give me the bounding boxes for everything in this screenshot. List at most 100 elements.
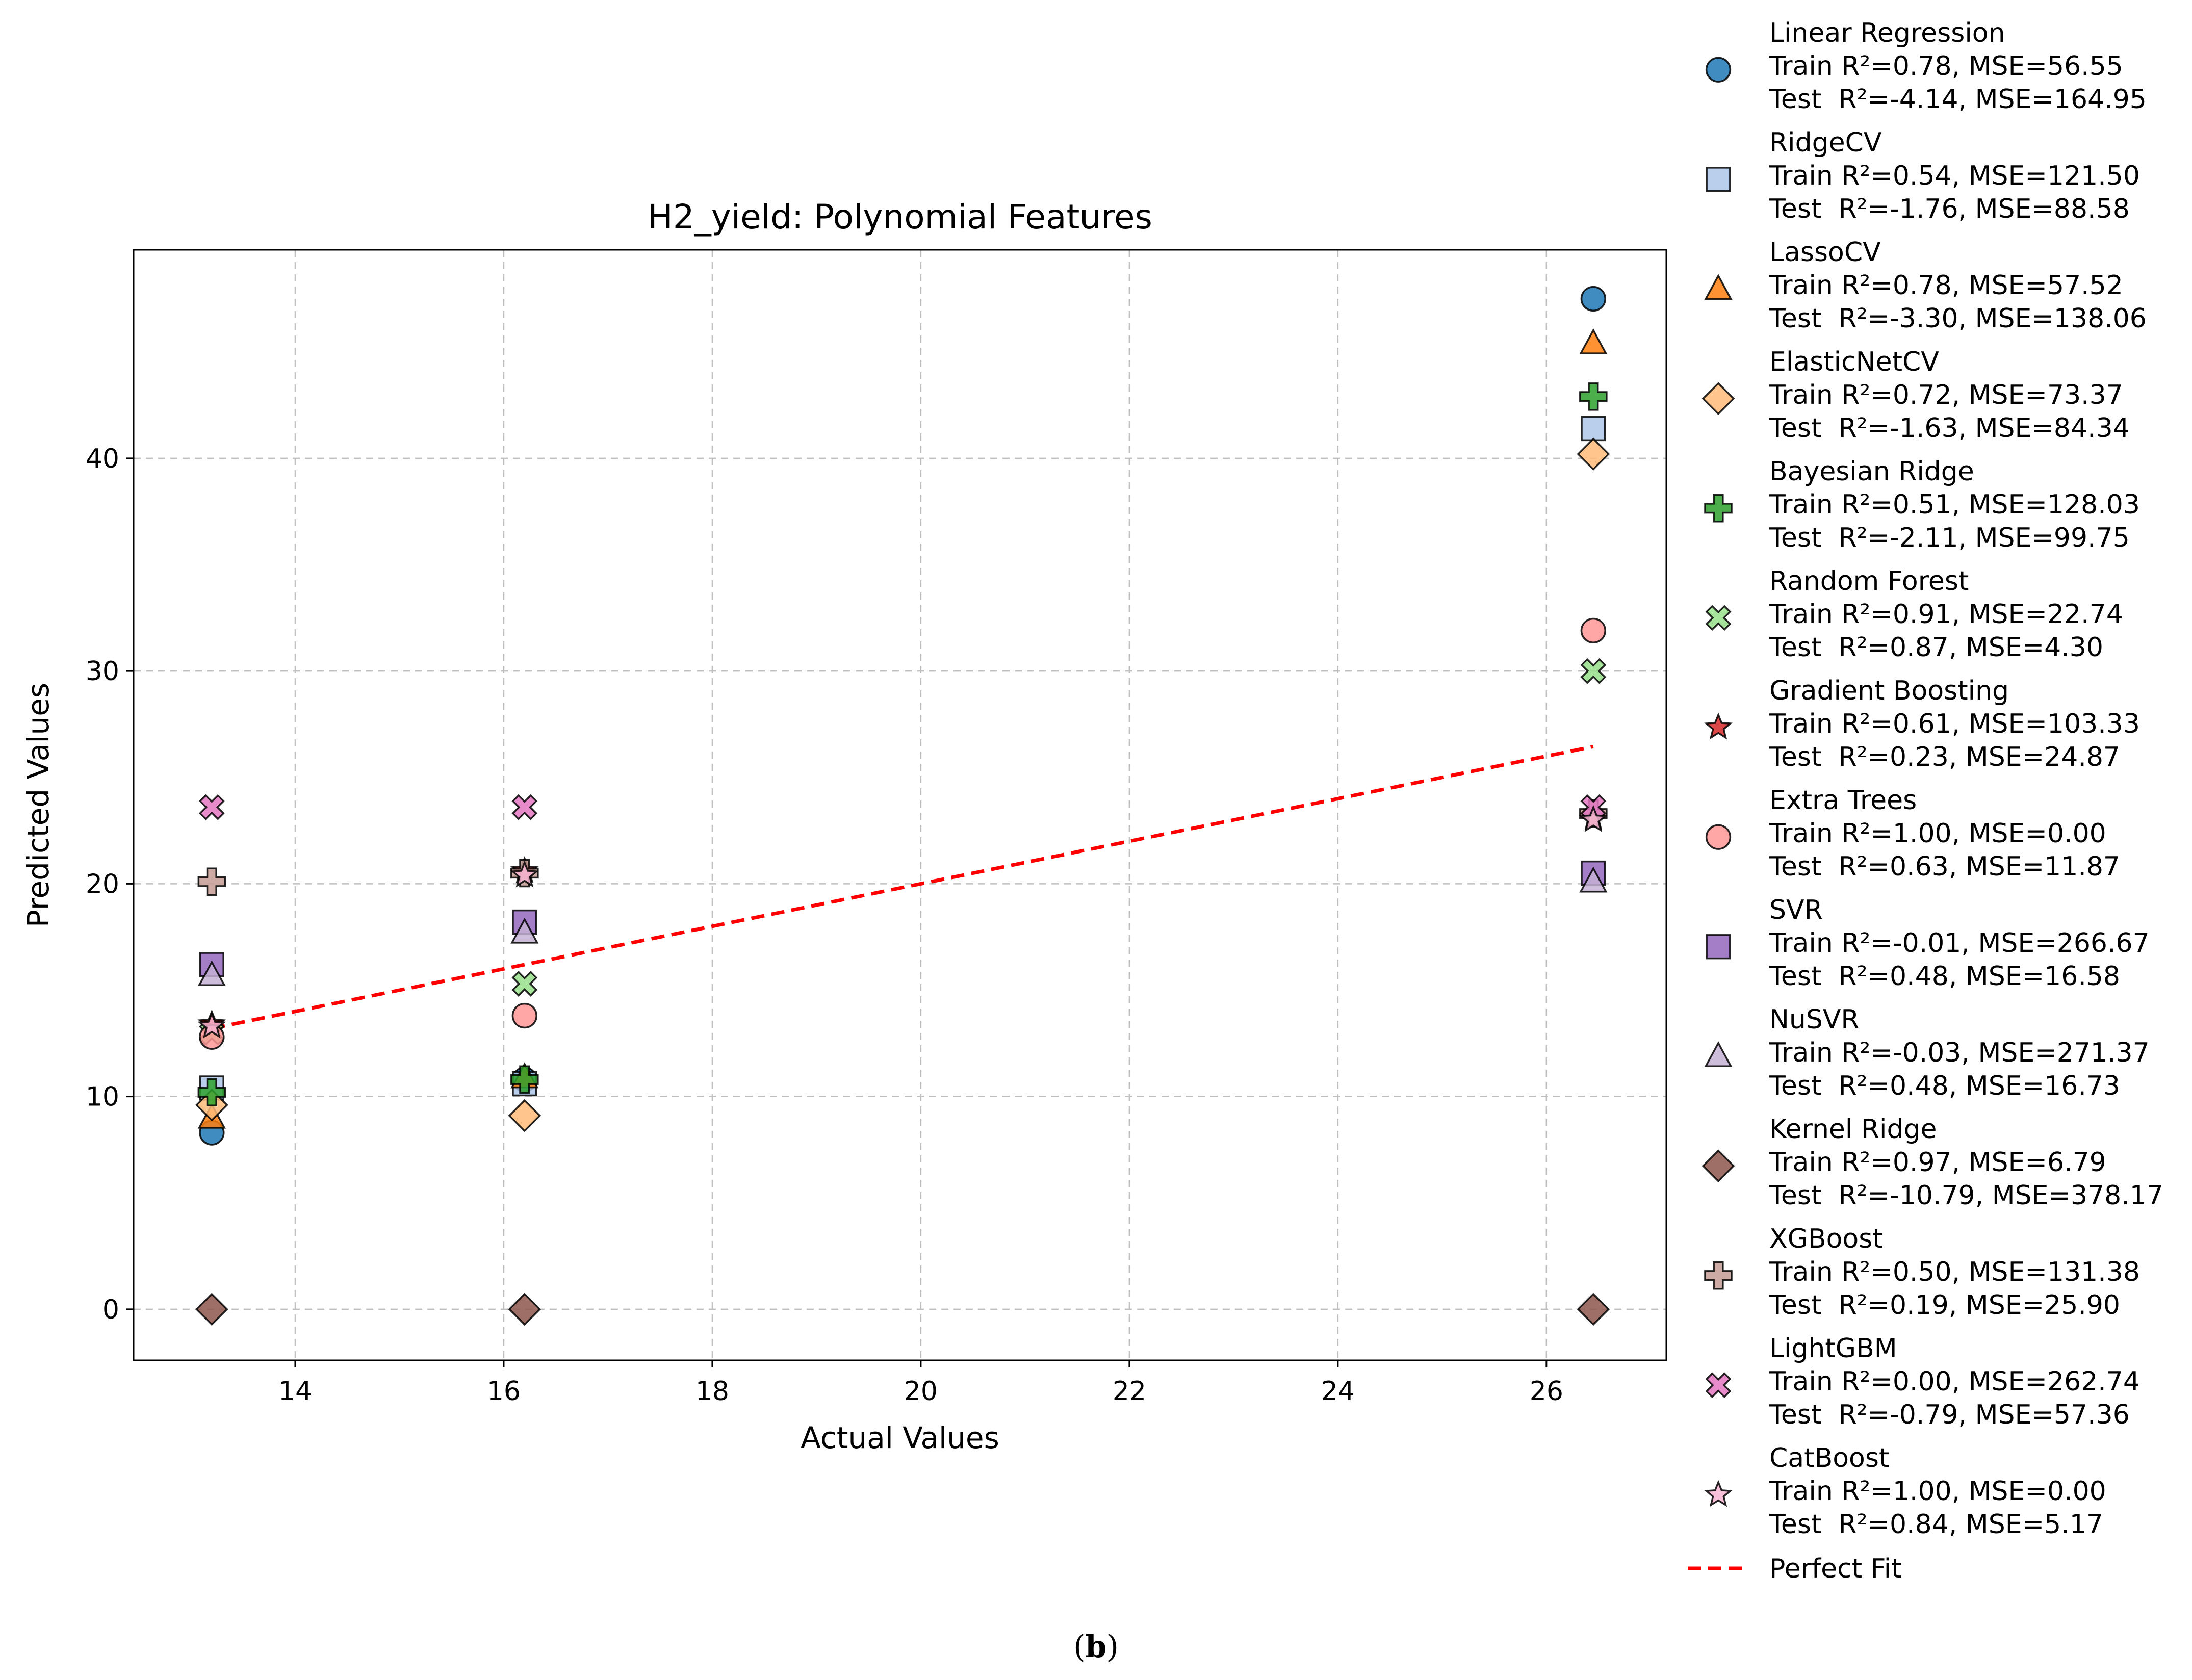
data-point (1579, 382, 1608, 411)
data-point (510, 917, 539, 944)
series-catboost (197, 805, 1608, 1039)
legend-label: LightGBM (1769, 1333, 1897, 1364)
legend-marker (1704, 1261, 1733, 1290)
series-nusvr (197, 866, 1608, 987)
figure-caption: (b) (1073, 1629, 1119, 1665)
y-tick-label: 30 (86, 656, 119, 687)
legend-marker (1705, 824, 1732, 850)
legend-label: ElasticNetCV (1769, 347, 1939, 377)
legend-label: Bayesian Ridge (1769, 456, 1974, 487)
legend-train-stats: Train R²=-0.01, MSE=266.67 (1769, 928, 2150, 959)
legend-train-stats: Train R²=0.91, MSE=22.74 (1769, 599, 2123, 630)
data-point (511, 1002, 537, 1029)
axes-frame (133, 249, 1667, 1361)
y-tick-label: 0 (102, 1295, 119, 1325)
data-point (1579, 866, 1608, 893)
data-point (1579, 328, 1608, 354)
perfect-fit-line-group (211, 744, 1594, 1030)
legend-test-stats: Test R²=0.48, MSE=16.73 (1769, 1071, 2120, 1101)
legend-test-stats: Test R²=-1.76, MSE=88.58 (1769, 194, 2130, 224)
legend-test-stats: Test R²=-2.11, MSE=99.75 (1769, 523, 2130, 553)
legend-test-stats: Test R²=-3.30, MSE=138.06 (1769, 303, 2147, 334)
data-point (197, 1011, 226, 1039)
legend-test-stats: Test R²=0.19, MSE=25.90 (1769, 1290, 2120, 1321)
legend-label: LassoCV (1769, 237, 1881, 268)
y-axis-label: Predicted Values (21, 683, 56, 927)
legend-label: CatBoost (1769, 1443, 1889, 1474)
legend-test-stats: Test R²=-0.79, MSE=57.36 (1769, 1400, 2130, 1430)
data-point (508, 1293, 541, 1326)
data-point (197, 867, 226, 896)
data-point (511, 971, 538, 997)
data-point (1580, 658, 1607, 684)
grid (134, 250, 1666, 1360)
legend-label: Linear Regression (1769, 18, 2005, 48)
legend-label: Extra Trees (1769, 785, 1917, 816)
data-point (197, 1078, 226, 1107)
legend-train-stats: Train R²=0.50, MSE=131.38 (1769, 1257, 2140, 1287)
legend-label: Kernel Ridge (1769, 1114, 1937, 1145)
legend-test-stats: Test R²=0.48, MSE=16.58 (1769, 961, 2120, 992)
legend-label: RidgeCV (1769, 127, 1882, 158)
x-tick-label: 24 (1321, 1376, 1355, 1407)
chart-title: H2_yield: Polynomial Features (648, 197, 1152, 237)
x-tick-label: 20 (904, 1376, 938, 1407)
legend-train-stats: Train R²=0.78, MSE=56.55 (1769, 51, 2123, 82)
legend-label: XGBoost (1769, 1224, 1883, 1254)
data-point (511, 794, 538, 820)
legend-train-stats: Train R²=1.00, MSE=0.00 (1769, 1476, 2106, 1507)
x-axis-label: Actual Values (801, 1420, 999, 1455)
legend-marker (1704, 712, 1733, 740)
legend-test-stats: Test R²=-4.14, MSE=164.95 (1769, 84, 2147, 115)
legend-train-stats: Train R²=0.51, MSE=128.03 (1769, 489, 2140, 520)
data-point (1577, 1293, 1610, 1326)
legend-marker (1701, 1149, 1735, 1183)
data-points (195, 286, 1610, 1326)
series-kernel-ridge (195, 1293, 1610, 1326)
legend-marker (1704, 1480, 1733, 1507)
x-tick-label: 26 (1530, 1376, 1563, 1407)
legend-label: Gradient Boosting (1769, 676, 2009, 706)
x-tick-label: 14 (278, 1376, 312, 1407)
legend-train-stats: Train R²=0.54, MSE=121.50 (1769, 161, 2140, 191)
data-point (510, 860, 539, 888)
legend-label: Perfect Fit (1769, 1554, 1902, 1584)
legend-test-stats: Test R²=-1.63, MSE=84.34 (1769, 413, 2130, 444)
y-tick-label: 40 (86, 444, 119, 474)
axis-ticks: 14 16 18 20 22 24 26 0 10 20 30 40 (86, 444, 1563, 1407)
data-point (1579, 805, 1608, 833)
legend-marker (1705, 57, 1732, 83)
data-point (1580, 286, 1607, 312)
perfect-fit-line (211, 744, 1594, 1030)
x-tick-label: 16 (487, 1376, 521, 1407)
legend-marker (1705, 1372, 1732, 1399)
data-point (1580, 617, 1607, 644)
legend-label: Random Forest (1769, 566, 1969, 597)
data-point (510, 1065, 539, 1094)
legend-train-stats: Train R²=0.78, MSE=57.52 (1769, 270, 2123, 301)
x-tick-label: 22 (1113, 1376, 1146, 1407)
data-point (197, 960, 226, 987)
legend-train-stats: Train R²=0.00, MSE=262.74 (1769, 1366, 2140, 1397)
data-point (198, 794, 225, 820)
x-tick-label: 18 (695, 1376, 729, 1407)
legend-train-stats: Train R²=0.72, MSE=73.37 (1769, 380, 2123, 410)
legend-test-stats: Test R²=0.87, MSE=4.30 (1769, 632, 2103, 663)
data-point (1577, 437, 1610, 471)
legend-marker (1704, 494, 1733, 523)
legend-marker (1705, 605, 1732, 631)
legend-marker (1706, 934, 1731, 960)
legend-test-stats: Test R²=0.23, MSE=24.87 (1769, 742, 2120, 772)
y-tick-label: 10 (86, 1082, 119, 1113)
